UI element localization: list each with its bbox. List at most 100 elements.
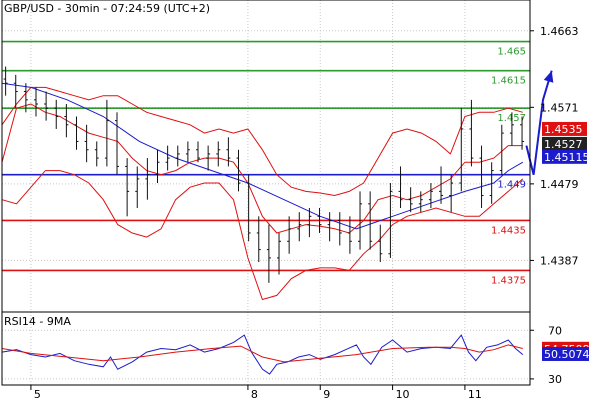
rsi-tags: 54.750850.5074 [542, 341, 590, 361]
ohlc-bar [368, 191, 373, 250]
x-axis: 5 8 9 10 11 [30, 385, 482, 401]
bollinger-upper-line [1, 86, 523, 197]
rsi-panel-border [1, 311, 531, 386]
ohlc-bar [358, 191, 363, 250]
rsi-lines [1, 334, 524, 375]
main-price-axis: 1.4663 1.4571 1.4479 1.4387 [530, 25, 579, 267]
ohlc-bar [327, 212, 332, 242]
ohlc-bar [297, 212, 302, 242]
price-bars [3, 66, 525, 283]
projection-arrowhead [543, 70, 554, 83]
ohlc-bar [185, 141, 190, 163]
ohlc-bar [277, 232, 282, 275]
x-axis-label: 11 [468, 388, 482, 400]
ohlc-bar [94, 141, 99, 167]
ohlc-bar [74, 116, 79, 150]
ohlc-bar [115, 112, 120, 175]
ohlc-bar [256, 216, 261, 263]
ohlc-bar [54, 99, 59, 129]
ohlc-bar [266, 224, 271, 283]
ohlc-bar [449, 174, 454, 213]
ohlc-bar [13, 74, 18, 109]
rsi-title: RSI14 - 9MA [4, 315, 71, 328]
price-tag-label: 1.4527 [544, 138, 583, 151]
bollinger-mid-line [1, 103, 523, 234]
ohlc-bar [307, 208, 312, 238]
price-tag-bg [542, 121, 587, 136]
x-axis-label: 10 [396, 388, 410, 400]
price-tag-bg [542, 149, 587, 164]
ohlc-bar [155, 149, 160, 184]
ohlc-bar [104, 99, 109, 167]
rsi-line [1, 334, 524, 375]
moving-average-line [1, 82, 524, 230]
bollinger-lower-line [1, 170, 524, 301]
rsi-axis-label: 70 [548, 324, 562, 337]
ohlc-bar [378, 224, 383, 263]
ohlc-bar [64, 104, 69, 138]
level-label: 1.4375 [491, 275, 526, 286]
bollinger-and-ma [1, 82, 524, 301]
ohlc-bar [23, 83, 28, 113]
ohlc-bar [206, 145, 211, 171]
ohlc-bar [196, 141, 201, 163]
x-axis-label: 8 [251, 388, 258, 400]
ohlc-bar [165, 145, 170, 171]
ohlc-bar [317, 208, 322, 233]
price-tag-label: 1.45115 [544, 151, 590, 164]
level-label: 1.449 [497, 180, 526, 191]
chart-title: GBP/USD - 30min - 07:24:59 (UTC+2) [4, 2, 210, 15]
ohlc-bar [428, 183, 433, 208]
price-axis-label: 1.4479 [540, 178, 579, 191]
ohlc-bar [337, 212, 342, 246]
price-axis-label: 1.4387 [540, 254, 579, 267]
rsi-tag: 50.5074 [542, 346, 590, 361]
ohlc-bar [459, 108, 464, 192]
ohlc-bar [175, 145, 180, 167]
main-grid [2, 0, 530, 312]
rsi-axis-label: 30 [548, 373, 562, 386]
ohlc-bar [408, 187, 413, 213]
ohlc-bar [479, 145, 484, 208]
x-axis-label: 5 [34, 388, 41, 400]
ohlc-bar [135, 166, 140, 208]
ohlc-bar [226, 137, 231, 167]
ohlc-bar [246, 174, 251, 242]
price-axis-label: 1.4571 [540, 101, 579, 114]
ohlc-bar [287, 216, 292, 254]
ohlc-bar [418, 191, 423, 213]
ohlc-bar [388, 183, 393, 258]
price-tag-label: 1.4535 [544, 123, 583, 136]
ohlc-bar [347, 216, 352, 254]
rsi-ma-line [1, 344, 523, 363]
ohlc-bar [125, 158, 130, 217]
ohlc-bar [236, 149, 241, 192]
ohlc-bar [520, 116, 525, 150]
rsi-tag-label: 50.5074 [544, 348, 590, 361]
ohlc-bar [33, 87, 38, 117]
ohlc-bar [145, 158, 150, 200]
price-axis-label: 1.4663 [540, 25, 579, 38]
ohlc-bar [509, 112, 514, 146]
rsi-axis: 70 30 [530, 324, 562, 386]
x-axis-label: 9 [323, 388, 330, 400]
price-tag: 1.4535 [542, 121, 587, 136]
ohlc-bar [499, 124, 504, 175]
ohlc-bar [439, 166, 444, 204]
ohlc-bar [469, 99, 474, 167]
ohlc-bar [489, 162, 494, 204]
level-label: 1.465 [497, 47, 526, 58]
ohlc-bar [3, 66, 8, 96]
level-label: 1.4615 [491, 76, 526, 87]
price-tag: 1.45115 [542, 149, 590, 164]
level-label: 1.4435 [491, 225, 526, 236]
price-tag-bg [542, 136, 587, 151]
price-tag: 1.4527 [542, 136, 587, 151]
ohlc-bar [44, 91, 49, 121]
ohlc-bar [398, 166, 403, 208]
rsi-tag-bg [542, 346, 589, 361]
ohlc-bar [216, 141, 221, 167]
